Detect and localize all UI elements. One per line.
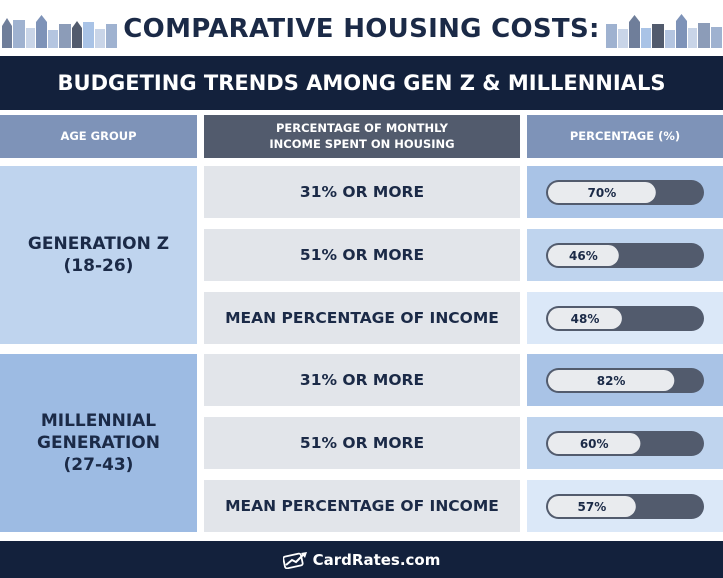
percentage-cell: 48%	[527, 292, 723, 344]
row-label-text: 51% OR MORE	[299, 434, 425, 452]
column-header-income-line2: INCOME SPENT ON HOUSING	[269, 136, 455, 151]
bar-value-label: 82%	[597, 374, 626, 388]
row-label-genz-31: 31% OR MORE	[204, 166, 520, 218]
column-header-percentage-text: PERCENTAGE (%)	[569, 128, 681, 143]
percentage-bar: 70%	[527, 166, 723, 218]
column-header-income-share: PERCENTAGE OF MONTHLY INCOME SPENT ON HO…	[204, 115, 520, 158]
bar-fill	[548, 433, 641, 454]
row-label-mil-31: 31% OR MORE	[204, 354, 520, 406]
page-title: COMPARATIVE HOUSING COSTS:	[123, 14, 600, 44]
skyline-right-icon	[606, 14, 722, 48]
percentage-cell: 82%	[527, 354, 723, 406]
skyline-left-icon	[2, 15, 117, 48]
column-header-age-group: AGE GROUP	[0, 115, 197, 158]
percentage-cell: 70%	[527, 166, 723, 218]
row-label-mil-51: 51% OR MORE	[204, 417, 520, 469]
subtitle-banner: BUDGETING TRENDS AMONG GEN Z & MILLENNIA…	[0, 56, 723, 110]
percentage-bar: 82%	[527, 354, 723, 406]
bar-value-label: 60%	[580, 437, 609, 451]
bar-fill	[548, 370, 675, 391]
footer: CardRates.com	[0, 541, 723, 578]
column-header-income-line1: PERCENTAGE OF MONTHLY	[275, 120, 448, 135]
bar-value-label: 46%	[569, 249, 598, 263]
column-header-age-group-text: AGE GROUP	[60, 128, 137, 143]
bar-value-label: 48%	[571, 312, 600, 326]
footer-brand: CardRates.com	[312, 550, 441, 569]
row-label-text: MEAN PERCENTAGE OF INCOME	[225, 309, 499, 327]
chart-card-icon	[282, 551, 307, 569]
bar-fill	[548, 245, 619, 266]
row-label-mil-mean: MEAN PERCENTAGE OF INCOME	[204, 480, 520, 532]
bar-fill	[548, 496, 636, 517]
percentage-bar: 48%	[527, 292, 723, 344]
percentage-cell: 46%	[527, 229, 723, 281]
group-name-millennial-1: MILLENNIAL	[40, 410, 157, 431]
percentage-bar: 46%	[527, 229, 723, 281]
row-label-genz-mean: MEAN PERCENTAGE OF INCOME	[204, 292, 520, 344]
percentage-cell: 57%	[527, 480, 723, 532]
bar-fill	[548, 308, 622, 329]
row-label-text: 31% OR MORE	[299, 371, 425, 389]
bar-value-label: 70%	[588, 186, 617, 200]
group-ages-millennial: (27-43)	[63, 455, 134, 476]
group-cell-generation-z: GENERATION Z (18-26)	[0, 166, 197, 344]
row-label-genz-51: 51% OR MORE	[204, 229, 520, 281]
bar-fill	[548, 182, 656, 203]
bar-value-label: 57%	[578, 500, 607, 514]
percentage-bar: 57%	[527, 480, 723, 532]
group-ages-gen-z: (18-26)	[63, 256, 134, 276]
row-label-text: 31% OR MORE	[299, 183, 425, 201]
column-header-percentage: PERCENTAGE (%)	[527, 115, 723, 158]
header: COMPARATIVE HOUSING COSTS:	[0, 0, 723, 56]
percentage-cell: 60%	[527, 417, 723, 469]
group-name-millennial-2: GENERATION	[37, 432, 160, 453]
row-label-text: 51% OR MORE	[299, 246, 425, 264]
group-name-gen-z: GENERATION Z	[27, 233, 170, 254]
percentage-bar: 60%	[527, 417, 723, 469]
group-cell-millennial: MILLENNIAL GENERATION (27-43)	[0, 354, 197, 532]
row-label-text: MEAN PERCENTAGE OF INCOME	[225, 497, 499, 515]
